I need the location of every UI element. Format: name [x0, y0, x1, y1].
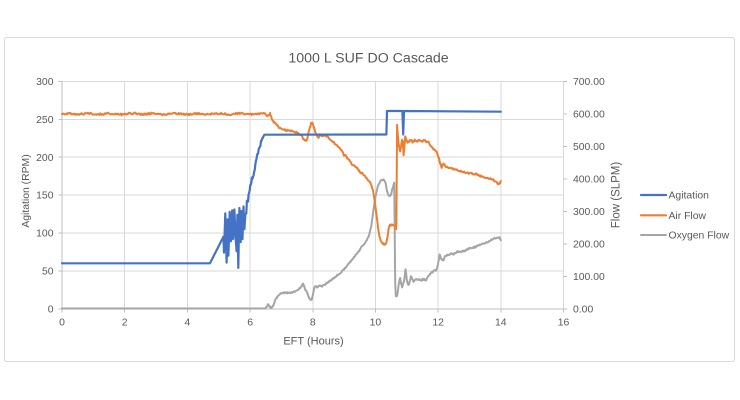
svg-text:Flow (SLPM): Flow (SLPM) — [611, 162, 623, 229]
svg-text:8: 8 — [310, 318, 316, 329]
svg-text:10: 10 — [370, 318, 382, 329]
svg-text:100: 100 — [36, 229, 54, 240]
svg-text:14: 14 — [495, 318, 507, 329]
svg-text:700.00: 700.00 — [573, 77, 605, 88]
svg-text:300.00: 300.00 — [573, 207, 605, 218]
svg-text:Oxygen Flow: Oxygen Flow — [669, 231, 730, 242]
svg-text:12: 12 — [432, 318, 444, 329]
svg-text:16: 16 — [558, 318, 570, 329]
svg-text:0: 0 — [59, 318, 65, 329]
svg-text:500.00: 500.00 — [573, 142, 605, 153]
svg-text:250: 250 — [36, 115, 54, 126]
svg-text:0: 0 — [48, 304, 54, 315]
svg-text:Agitation (RPM): Agitation (RPM) — [21, 154, 32, 227]
svg-text:300: 300 — [36, 77, 54, 88]
svg-text:4: 4 — [185, 318, 191, 329]
svg-text:1000 L SUF DO Cascade: 1000 L SUF DO Cascade — [288, 51, 448, 67]
svg-text:100.00: 100.00 — [573, 272, 605, 283]
svg-text:Agitation: Agitation — [669, 191, 710, 202]
svg-text:200.00: 200.00 — [573, 239, 605, 250]
svg-text:600.00: 600.00 — [573, 110, 605, 121]
svg-text:150: 150 — [36, 191, 54, 202]
svg-text:2: 2 — [122, 318, 128, 329]
svg-text:6: 6 — [247, 318, 253, 329]
svg-text:50: 50 — [42, 267, 54, 278]
svg-text:200: 200 — [36, 153, 54, 164]
svg-text:400.00: 400.00 — [573, 175, 605, 186]
svg-text:0.00: 0.00 — [573, 304, 593, 315]
svg-text:Air Flow: Air Flow — [669, 211, 707, 222]
svg-text:EFT (Hours): EFT (Hours) — [283, 336, 343, 348]
